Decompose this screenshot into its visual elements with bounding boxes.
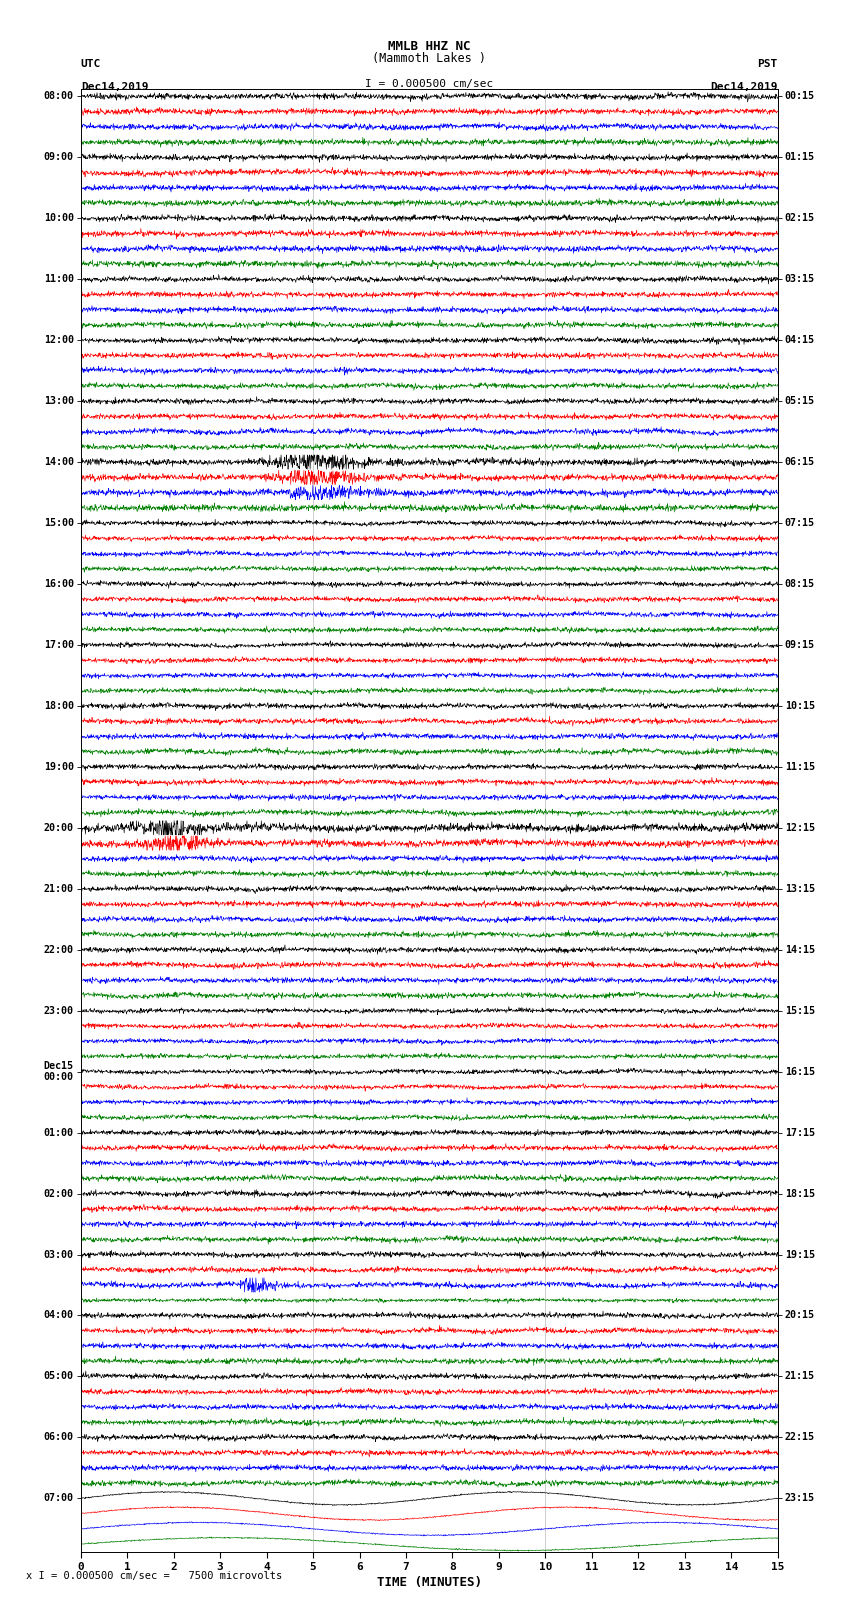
Text: UTC: UTC	[81, 58, 101, 69]
Text: MMLB HHZ NC: MMLB HHZ NC	[388, 40, 471, 53]
Text: Dec14,2019: Dec14,2019	[81, 82, 148, 92]
Text: PST: PST	[757, 58, 778, 69]
Text: I = 0.000500 cm/sec: I = 0.000500 cm/sec	[366, 79, 493, 89]
Text: (Mammoth Lakes ): (Mammoth Lakes )	[372, 52, 486, 65]
Text: Dec14,2019: Dec14,2019	[711, 82, 778, 92]
Text: x I = 0.000500 cm/sec =   7500 microvolts: x I = 0.000500 cm/sec = 7500 microvolts	[26, 1571, 281, 1581]
X-axis label: TIME (MINUTES): TIME (MINUTES)	[377, 1576, 482, 1589]
